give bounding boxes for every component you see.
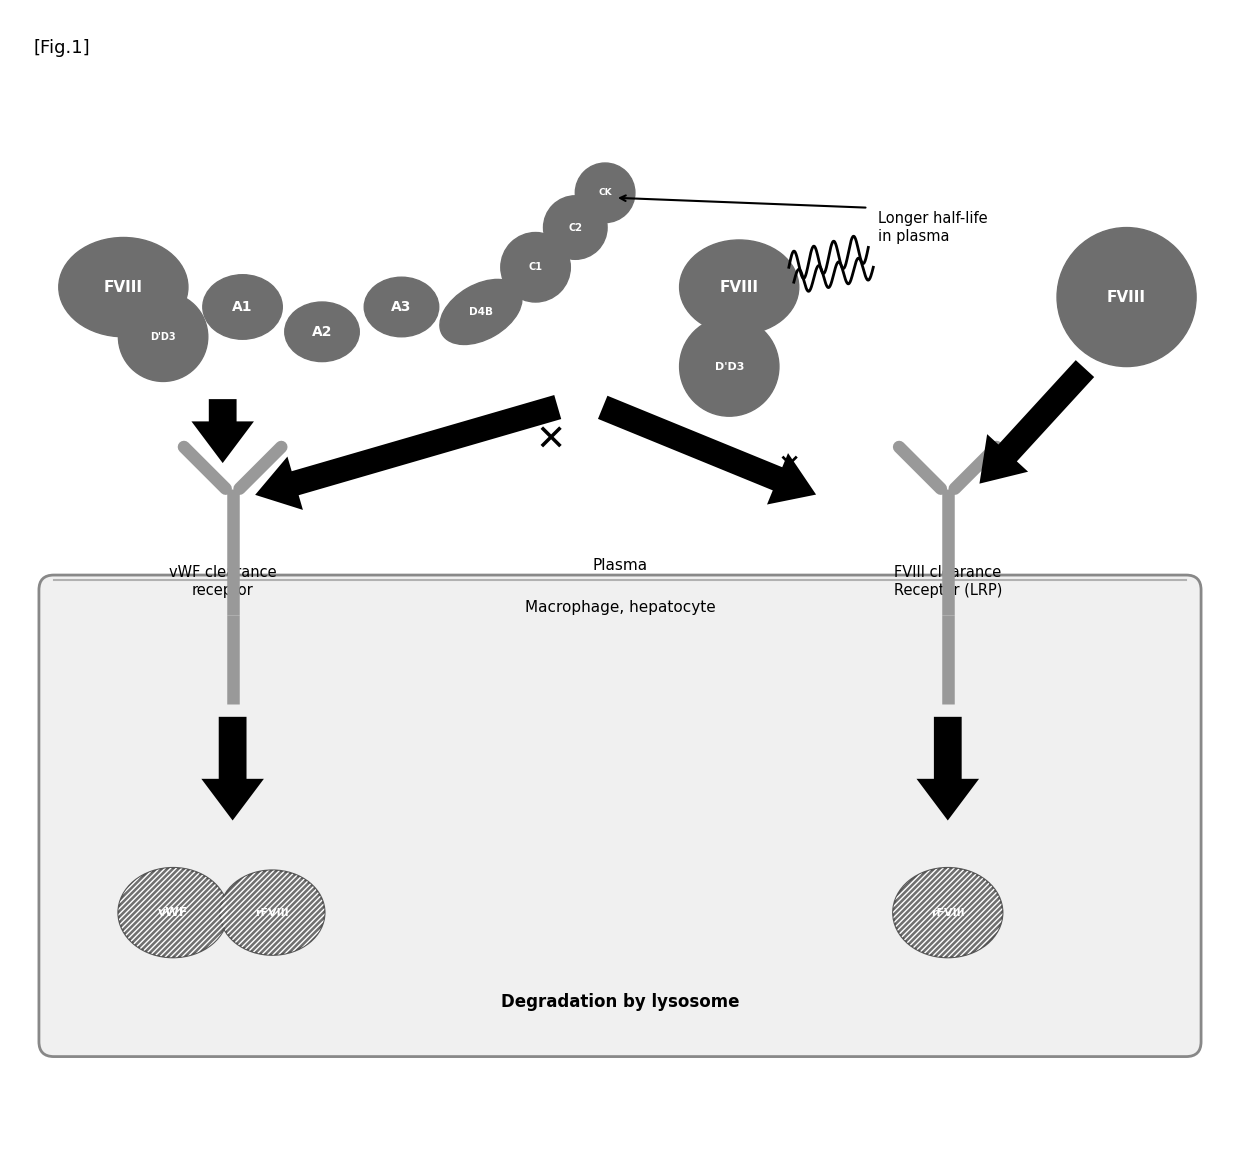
Text: vWF clearance
receptor: vWF clearance receptor	[169, 565, 277, 598]
Ellipse shape	[680, 240, 799, 334]
Text: [Fig.1]: [Fig.1]	[33, 38, 91, 57]
Circle shape	[118, 292, 208, 381]
Text: rFVIII: rFVIII	[255, 908, 289, 918]
Text: rFVIII: rFVIII	[931, 908, 965, 918]
Text: ✕: ✕	[777, 452, 801, 480]
Circle shape	[1056, 227, 1197, 367]
Text: C2: C2	[568, 223, 583, 233]
Text: ✕: ✕	[536, 424, 565, 458]
Text: FVIII clearance
Receptor (LRP): FVIII clearance Receptor (LRP)	[894, 565, 1002, 598]
Ellipse shape	[203, 275, 283, 339]
Circle shape	[501, 233, 570, 302]
Text: Degradation by lysosome: Degradation by lysosome	[501, 993, 739, 1011]
Text: FVIII: FVIII	[1107, 290, 1146, 304]
Text: Longer half-life
in plasma: Longer half-life in plasma	[878, 211, 988, 243]
Text: FVIII: FVIII	[719, 280, 759, 295]
Text: D'D3: D'D3	[714, 361, 744, 372]
Text: FVIII: FVIII	[104, 280, 143, 295]
Ellipse shape	[285, 302, 360, 361]
Circle shape	[680, 317, 779, 416]
Ellipse shape	[58, 238, 188, 337]
Text: Plasma: Plasma	[593, 558, 647, 573]
Circle shape	[543, 196, 608, 260]
Ellipse shape	[365, 277, 439, 337]
Text: D4B: D4B	[469, 306, 494, 317]
Text: A3: A3	[392, 299, 412, 315]
Text: A2: A2	[311, 325, 332, 339]
FancyBboxPatch shape	[38, 576, 1202, 1057]
Ellipse shape	[221, 870, 325, 955]
Text: CK: CK	[598, 189, 611, 197]
Ellipse shape	[893, 868, 1002, 958]
Circle shape	[575, 163, 635, 223]
Text: A1: A1	[232, 299, 253, 315]
Text: C1: C1	[528, 262, 543, 273]
Text: D'D3: D'D3	[150, 332, 176, 341]
Ellipse shape	[118, 868, 228, 958]
Ellipse shape	[440, 280, 522, 345]
Text: vWF: vWF	[157, 906, 188, 919]
Text: Macrophage, hepatocyte: Macrophage, hepatocyte	[525, 600, 715, 615]
